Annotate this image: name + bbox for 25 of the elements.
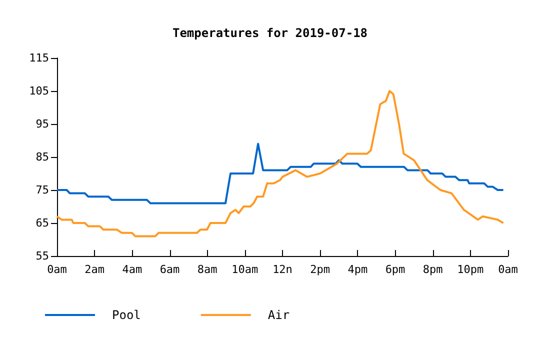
- x-tick-label: 4am: [122, 263, 142, 276]
- legend-label: Air: [268, 308, 290, 322]
- x-tick-label: 2pm: [310, 263, 330, 276]
- y-tick-label: 55: [36, 250, 49, 262]
- x-tick-label: 0am: [498, 263, 518, 276]
- y-tick-label: 105: [29, 84, 49, 98]
- y-tick-label: 75: [36, 184, 49, 196]
- x-tick-label: 10pm: [457, 263, 484, 276]
- x-tick-label: 6pm: [385, 263, 406, 276]
- x-tick-label: 6am: [160, 263, 180, 276]
- x-tick-label: 12n: [272, 263, 292, 276]
- line-series: [56, 90, 504, 238]
- chart-title: Temperatures for 2019-07-18: [172, 26, 368, 40]
- x-tick-label: 0am: [47, 263, 68, 276]
- x-tick-label: 8pm: [422, 263, 444, 276]
- x-tick-label: 8am: [197, 263, 218, 276]
- x-tick-label: 2am: [84, 263, 105, 276]
- x-tick-label: 10am: [232, 263, 259, 276]
- legend-label: Pool: [112, 308, 141, 322]
- y-tick-label: 95: [36, 118, 49, 130]
- y-tick-label: 65: [36, 216, 49, 230]
- x-tick-label: 4pm: [348, 263, 368, 276]
- line-series: [56, 142, 504, 204]
- y-tick-label: 115: [29, 52, 49, 64]
- y-tick-label: 85: [36, 150, 49, 164]
